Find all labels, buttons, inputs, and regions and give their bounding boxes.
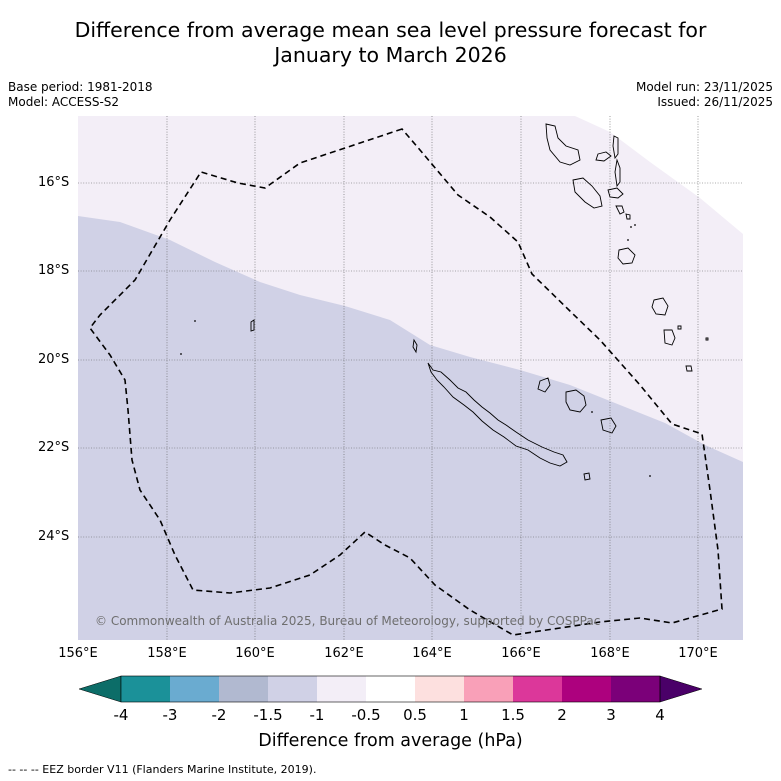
colorbar-tick: 2 bbox=[557, 706, 567, 724]
coastline-pentecost bbox=[614, 158, 621, 188]
coastline-ouvea bbox=[537, 377, 551, 393]
copyright-notice: © Commonwealth of Australia 2025, Bureau… bbox=[95, 614, 601, 628]
island-dot-7 bbox=[627, 239, 629, 241]
colorbar-tick: 4 bbox=[655, 706, 665, 724]
lon-label-158e: 158°E bbox=[147, 646, 187, 661]
colorbar-tick: 0.5 bbox=[403, 706, 427, 724]
colorbar-tick: -3 bbox=[162, 706, 178, 724]
lon-label-162e: 162°E bbox=[324, 646, 364, 661]
colorbar-bin-4 bbox=[268, 676, 317, 702]
colorbar-bin-3 bbox=[219, 676, 268, 702]
map-panel bbox=[78, 116, 743, 640]
colorbar-bin-1 bbox=[121, 676, 170, 702]
coastline-erromango bbox=[651, 297, 669, 316]
lat-label-16s: 16°S bbox=[38, 175, 70, 190]
colorbar-tick: -4 bbox=[113, 706, 129, 724]
lat-label-18s: 18°S bbox=[38, 263, 70, 278]
colorbar-extend-low bbox=[78, 675, 122, 703]
island-dot-6 bbox=[634, 224, 636, 226]
eez-legend-footer: -- -- -- EEZ border V11 (Flanders Marine… bbox=[8, 763, 317, 776]
coastline-lifou bbox=[565, 389, 587, 413]
coastline-belep-islands bbox=[412, 338, 418, 354]
colorbar-extend-high bbox=[659, 675, 703, 703]
coastline-mare bbox=[600, 417, 617, 434]
colorbar-tick: 1 bbox=[459, 706, 469, 724]
lat-label-20s: 20°S bbox=[38, 352, 70, 367]
lon-label-166e: 166°E bbox=[501, 646, 541, 661]
lon-label-156e: 156°E bbox=[58, 646, 98, 661]
coastline-malakula bbox=[572, 177, 603, 209]
colorbar-tick: -0.5 bbox=[351, 706, 381, 724]
lat-label-22s: 22°S bbox=[38, 440, 70, 455]
coastline-epi bbox=[615, 205, 625, 215]
island-dot-1 bbox=[194, 320, 196, 322]
colorbar-bin-10 bbox=[562, 676, 611, 702]
model-run: Model run: 23/11/2025 bbox=[635, 80, 773, 94]
title-line-2: January to March 2026 bbox=[274, 43, 507, 67]
colorbar-bin-8 bbox=[464, 676, 513, 702]
colorbar-bin-2 bbox=[170, 676, 219, 702]
lon-label-160e: 160°E bbox=[235, 646, 275, 661]
coastline-espiritu-santo bbox=[545, 123, 581, 166]
chart-title: Difference from average mean sea level p… bbox=[0, 18, 781, 68]
base-period: Base period: 1981-2018 bbox=[8, 80, 153, 94]
island-dot-4 bbox=[591, 411, 593, 413]
coastline-shepherd bbox=[625, 213, 631, 220]
colorbar-tick: -1.5 bbox=[253, 706, 283, 724]
colorbar-bin-11 bbox=[611, 676, 660, 702]
coastline-maewo bbox=[612, 135, 619, 160]
coastline-futuna bbox=[677, 325, 682, 330]
island-dot-5 bbox=[630, 226, 632, 228]
island-dot-2 bbox=[180, 353, 182, 355]
island-dot-3 bbox=[649, 475, 651, 477]
gridlines bbox=[78, 116, 743, 640]
lon-label-164e: 164°E bbox=[412, 646, 452, 661]
colorbar-tick: -2 bbox=[211, 706, 227, 724]
colorbar-bin-9 bbox=[513, 676, 562, 702]
coastline-aneityum bbox=[685, 365, 693, 372]
meta-left: Base period: 1981-2018 Model: ACCESS-S2 bbox=[8, 80, 153, 110]
colorbar-tick: -1 bbox=[309, 706, 325, 724]
coastlines bbox=[250, 123, 709, 481]
model-name: Model: ACCESS-S2 bbox=[8, 95, 120, 109]
anomaly-region-low bbox=[78, 216, 743, 640]
colorbar-tick: 3 bbox=[606, 706, 616, 724]
lon-label-168e: 168°E bbox=[590, 646, 630, 661]
colorbar bbox=[78, 675, 703, 703]
colorbar-frame bbox=[120, 675, 661, 703]
colorbar-title: Difference from average (hPa) bbox=[258, 731, 523, 751]
coastline-tanna bbox=[663, 329, 676, 346]
title-line-1: Difference from average mean sea level p… bbox=[74, 18, 707, 42]
colorbar-tick: 1.5 bbox=[501, 706, 525, 724]
colorbar-bin-6 bbox=[366, 676, 415, 702]
lon-label-170e: 170°E bbox=[678, 646, 718, 661]
coastline-ambrym bbox=[607, 187, 624, 199]
coastline-new-caledonia bbox=[427, 362, 568, 467]
coastline-chesterfield bbox=[250, 319, 255, 332]
coastline-isle-of-pines bbox=[583, 472, 591, 481]
small-islands bbox=[180, 224, 651, 477]
anomaly-region-high-fade bbox=[575, 116, 743, 234]
colorbar-bin-5 bbox=[317, 676, 366, 702]
colorbar-bin-7 bbox=[415, 676, 464, 702]
coastline-aniwa bbox=[705, 337, 709, 341]
lat-label-24s: 24°S bbox=[38, 529, 70, 544]
issued-date: Issued: 26/11/2025 bbox=[657, 95, 773, 109]
coastline-efate bbox=[617, 247, 636, 265]
coastline-ambae bbox=[595, 151, 612, 162]
meta-right: Model run: 23/11/2025 Issued: 26/11/2025 bbox=[636, 80, 773, 110]
